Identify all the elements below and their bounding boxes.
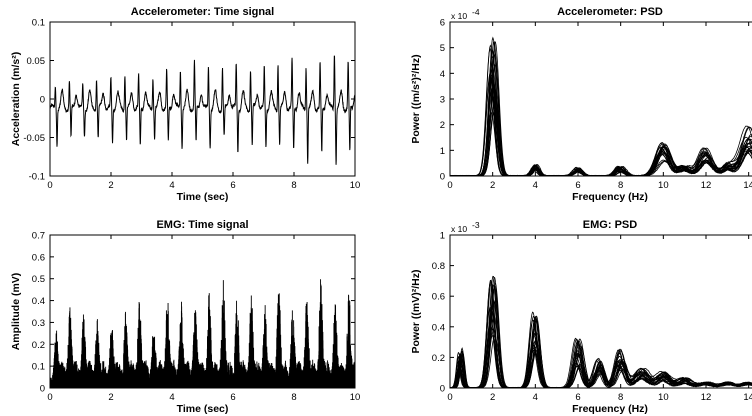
acc-time-xtick-label: 6	[230, 180, 235, 191]
emg-psd-ylabel: Power ((mV)²/Hz)	[410, 270, 422, 354]
emg-time-ytick-label: 0.4	[32, 296, 45, 307]
acc-psd-xtick-label: 8	[618, 180, 623, 191]
emg-time-xtick-label: 2	[108, 392, 113, 403]
emg-psd-ytick-label: 0.2	[432, 353, 445, 364]
emg-time-axes-box	[49, 234, 356, 389]
emg-psd-chart: EMG: PSD Frequency (Hz) Power ((mV)²/Hz) 0 2…	[410, 219, 752, 415]
emg-time-chart: EMG: Time signal Time (sec) Amplitude (mV)…	[10, 219, 360, 415]
acc-psd-ytick-label: 5	[440, 43, 445, 54]
acc-psd-y-multiplier-exponent: -4	[472, 7, 480, 17]
emg-time-ytick-label: 0.5	[32, 274, 45, 285]
acc-time-xlabel: Time (sec)	[177, 191, 229, 203]
acc-psd-ytick-label: 0	[440, 172, 445, 183]
acc-psd-ytick-label: 6	[440, 18, 445, 29]
emg-psd-xtick-label: 4	[533, 392, 538, 403]
emg-psd-xtick-label: 14	[743, 392, 752, 403]
emg-time-xtick-label: 0	[47, 392, 52, 403]
acc-time-ytick-label: -0.05	[23, 133, 45, 144]
emg-time-ylabel: Amplitude (mV)	[10, 273, 22, 351]
emg-time-title: EMG: Time signal	[156, 219, 248, 231]
emg-psd-ytick-label: 1	[440, 231, 445, 242]
emg-psd-xlabel: Frequency (Hz)	[572, 403, 648, 415]
emg-psd-ytick-label: 0.8	[432, 261, 445, 272]
acc-psd-xlabel: Frequency (Hz)	[572, 191, 648, 203]
acc-time-xtick-label: 0	[47, 180, 52, 191]
emg-time-ytick-label: 0.1	[32, 362, 45, 373]
emg-psd-title: EMG: PSD	[583, 219, 637, 231]
acc-psd-xtick-label: 4	[533, 180, 538, 191]
emg-time-ytick-label: 0	[40, 384, 45, 395]
emg-time-xlabel: Time (sec)	[177, 403, 229, 415]
emg-time-ytick-label: 0.7	[32, 231, 45, 242]
acc-psd-ytick-label: 4	[440, 69, 445, 80]
acc-time-chart: Accelerometer: Time signal Time (sec) Acce…	[10, 6, 360, 203]
acc-psd-ytick-label: 3	[440, 95, 445, 106]
acc-psd-ytick-label: 2	[440, 120, 445, 131]
acc-time-ytick-label: 0.05	[27, 56, 46, 67]
acc-psd-ylabel: Power ((m/s²)²/Hz)	[410, 54, 422, 143]
acc-time-ylabel: Acceleration (m/s²)	[10, 52, 22, 147]
emg-psd-xtick-label: 6	[575, 392, 580, 403]
acc-psd-xtick-label: 10	[658, 180, 669, 191]
emg-psd-xtick-label: 8	[618, 392, 623, 403]
emg-time-xtick-label: 10	[350, 392, 361, 403]
emg-psd-y-multiplier: x 10	[451, 224, 467, 234]
emg-psd-ytick-label: 0	[440, 384, 445, 395]
acc-psd-ytick-label: 1	[440, 146, 445, 157]
acc-psd-xtick-label: 6	[575, 180, 580, 191]
acc-psd-xtick-label: 14	[743, 180, 752, 191]
emg-time-series-line	[50, 279, 355, 388]
emg-psd-xtick-label: 12	[701, 392, 712, 403]
emg-time-xtick-label: 6	[230, 392, 235, 403]
emg-time-ytick-label: 0.3	[32, 318, 45, 329]
acc-psd-y-multiplier: x 10	[451, 11, 467, 21]
emg-psd-axes-box	[449, 234, 752, 389]
acc-time-title: Accelerometer: Time signal	[131, 6, 274, 18]
emg-psd-y-multiplier-exponent: -3	[472, 220, 480, 230]
acc-psd-trace	[450, 64, 752, 176]
acc-psd-chart: Accelerometer: PSD Frequency (Hz) Power ((…	[410, 6, 752, 203]
acc-time-xtick-label: 2	[108, 180, 113, 191]
emg-psd-xtick-label: 0	[447, 392, 452, 403]
emg-psd-trace	[450, 335, 752, 388]
emg-psd-xtick-label: 10	[658, 392, 669, 403]
emg-time-xtick-label: 8	[291, 392, 296, 403]
acc-time-ytick-label: 0	[40, 95, 45, 106]
emg-time-xtick-label: 4	[169, 392, 174, 403]
acc-psd-title: Accelerometer: PSD	[557, 6, 663, 18]
emg-time-ytick-label: 0.6	[32, 252, 45, 263]
acc-psd-xtick-label: 2	[490, 180, 495, 191]
emg-psd-trace	[450, 285, 752, 388]
emg-psd-ytick-label: 0.6	[432, 292, 445, 303]
acc-time-xtick-label: 8	[291, 180, 296, 191]
emg-psd-xtick-label: 2	[490, 392, 495, 403]
acc-psd-xtick-label: 12	[701, 180, 712, 191]
acc-time-xtick-label: 4	[169, 180, 174, 191]
emg-psd-ytick-label: 0.4	[432, 322, 445, 333]
acc-time-xtick-label: 10	[350, 180, 361, 191]
emg-time-ytick-label: 0.2	[32, 340, 45, 351]
acc-psd-xtick-label: 0	[447, 180, 452, 191]
acc-psd-trace	[450, 36, 752, 176]
acc-time-series-line	[50, 55, 355, 165]
acc-time-ytick-label: 0.1	[32, 18, 45, 29]
acc-time-ytick-label: -0.1	[29, 172, 45, 183]
